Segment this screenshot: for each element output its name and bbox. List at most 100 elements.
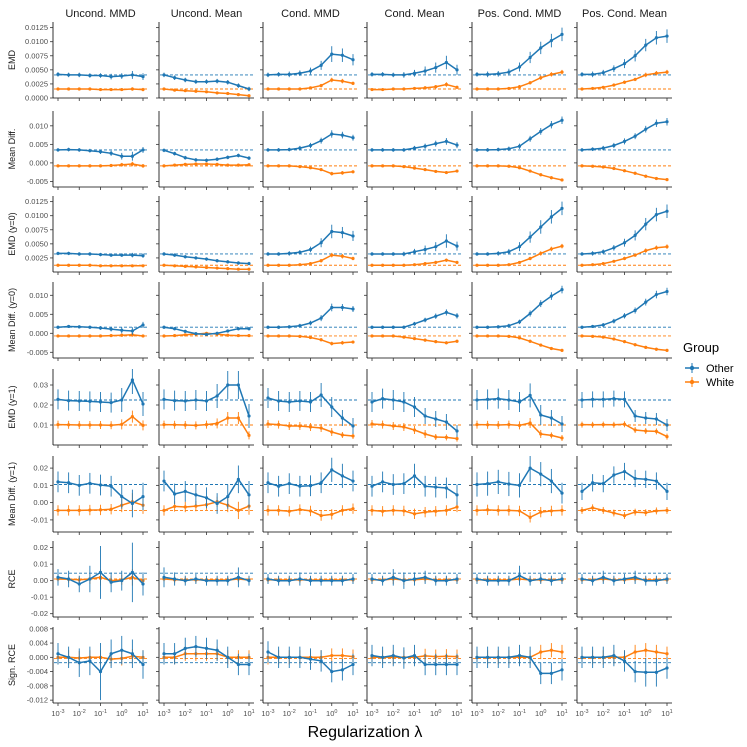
white-point <box>654 650 658 654</box>
legend-entry-label: White <box>706 377 734 389</box>
white-point <box>67 334 71 338</box>
white-point <box>109 333 113 338</box>
other-point <box>204 332 209 337</box>
white-point <box>412 428 417 432</box>
y-tick-label: -0.012 <box>27 696 48 705</box>
other-point <box>665 666 669 670</box>
other-point <box>528 311 532 316</box>
other-point <box>644 670 648 674</box>
other-point <box>633 54 637 58</box>
other-point <box>319 579 323 583</box>
other-point <box>67 251 71 256</box>
other-point <box>507 482 511 486</box>
other-point <box>644 127 648 131</box>
white-point <box>277 508 281 513</box>
white-point <box>298 165 302 169</box>
other-point <box>633 476 637 481</box>
other-point <box>67 481 71 485</box>
white-point <box>330 253 334 257</box>
x-tick-label: 101 <box>556 709 567 718</box>
white-point <box>633 428 637 432</box>
white-point <box>247 433 251 437</box>
other-point <box>173 652 177 656</box>
white-point <box>475 87 479 91</box>
other-point <box>330 132 334 136</box>
other-point <box>560 118 564 122</box>
other-point <box>402 252 406 256</box>
other-point <box>247 579 251 583</box>
white-point <box>287 263 291 267</box>
y-tick-label: 0.0100 <box>25 37 48 46</box>
other-point <box>381 148 385 152</box>
white-point <box>109 163 113 168</box>
other-point <box>507 579 511 583</box>
white-point <box>496 87 500 91</box>
y-tick-label: 0.000 <box>29 653 48 662</box>
white-point <box>644 73 648 77</box>
other-point <box>444 139 448 143</box>
white-point <box>412 512 417 516</box>
y-tick-label: 0.01 <box>33 481 48 490</box>
other-point <box>475 398 479 402</box>
other-point <box>549 579 553 583</box>
other-point <box>486 72 490 76</box>
x-tick-label: 100 <box>640 709 651 718</box>
other-point <box>381 480 385 484</box>
other-point <box>444 662 448 667</box>
y-tick-label: -0.004 <box>27 667 48 676</box>
other-point <box>496 480 500 484</box>
other-point <box>130 570 134 574</box>
y-tick-label: -0.01 <box>31 593 48 602</box>
other-point <box>287 325 291 329</box>
other-point <box>633 575 637 579</box>
other-point <box>67 577 71 581</box>
other-point <box>194 398 198 402</box>
white-point <box>612 83 616 87</box>
other-point <box>654 121 658 125</box>
y-tick-label: 0.008 <box>29 624 48 633</box>
white-point <box>633 510 637 514</box>
white-point <box>434 340 438 344</box>
other-point <box>580 577 584 581</box>
white-point <box>215 421 219 425</box>
other-point <box>633 670 637 674</box>
white-point <box>591 334 595 338</box>
other-point <box>109 401 113 405</box>
other-point <box>423 247 427 252</box>
white-point <box>601 261 605 266</box>
white-point <box>183 423 187 427</box>
other-point <box>549 294 553 298</box>
white-point <box>412 263 417 267</box>
other-point <box>496 655 500 659</box>
white-point <box>549 176 553 180</box>
other-point <box>591 481 595 485</box>
white-point <box>67 423 71 427</box>
white-point <box>88 334 92 338</box>
column-title: Uncond. Mean <box>171 8 243 20</box>
white-point <box>517 260 522 265</box>
white-point <box>644 345 648 349</box>
white-point <box>381 423 385 427</box>
other-point <box>507 398 511 402</box>
other-point <box>455 577 459 581</box>
white-point <box>98 164 103 168</box>
other-point <box>507 324 511 328</box>
other-point <box>183 489 187 494</box>
row-label: EMD (y=0) <box>7 212 17 255</box>
other-point <box>549 479 553 483</box>
other-point <box>330 52 334 56</box>
other-point <box>539 671 543 675</box>
other-point <box>109 484 113 488</box>
white-point <box>351 81 355 85</box>
white-point <box>247 94 251 98</box>
white-point <box>496 508 500 513</box>
white-point <box>266 164 270 168</box>
white-point <box>612 166 616 171</box>
other-point <box>486 397 490 401</box>
other-point <box>204 646 209 651</box>
y-tick-label: 0.01 <box>33 560 48 569</box>
white-series-line <box>581 245 668 266</box>
x-tick-label: 10-1 <box>618 709 631 718</box>
white-point <box>67 164 71 168</box>
other-point <box>141 254 145 258</box>
